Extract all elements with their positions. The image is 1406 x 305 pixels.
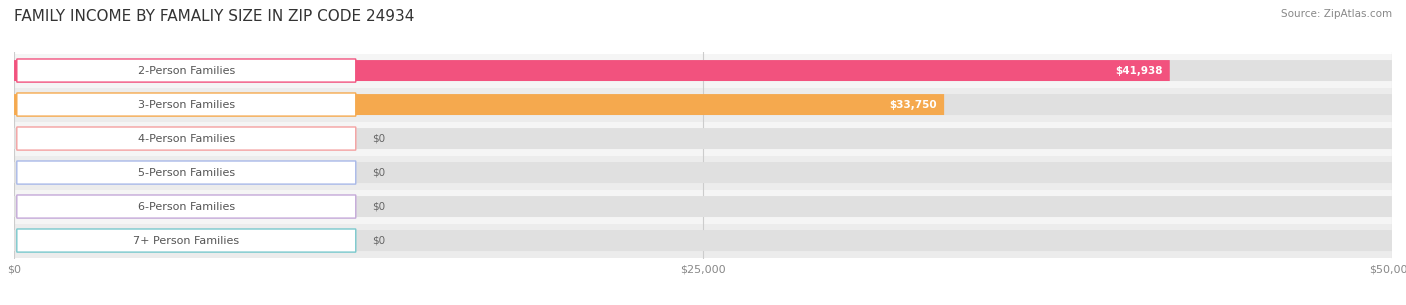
FancyBboxPatch shape bbox=[17, 229, 356, 252]
FancyBboxPatch shape bbox=[14, 162, 1392, 183]
FancyBboxPatch shape bbox=[14, 196, 1392, 217]
FancyBboxPatch shape bbox=[17, 93, 356, 116]
FancyBboxPatch shape bbox=[14, 60, 1170, 81]
Text: 2-Person Families: 2-Person Families bbox=[138, 66, 235, 76]
FancyBboxPatch shape bbox=[14, 230, 1392, 251]
FancyBboxPatch shape bbox=[14, 88, 1392, 122]
Text: $0: $0 bbox=[373, 235, 385, 246]
Text: $0: $0 bbox=[373, 202, 385, 212]
Text: $0: $0 bbox=[373, 134, 385, 144]
FancyBboxPatch shape bbox=[17, 127, 356, 150]
Text: $41,938: $41,938 bbox=[1115, 66, 1163, 76]
Text: FAMILY INCOME BY FAMALIY SIZE IN ZIP CODE 24934: FAMILY INCOME BY FAMALIY SIZE IN ZIP COD… bbox=[14, 9, 415, 24]
FancyBboxPatch shape bbox=[14, 128, 1392, 149]
Text: Source: ZipAtlas.com: Source: ZipAtlas.com bbox=[1281, 9, 1392, 19]
FancyBboxPatch shape bbox=[14, 189, 1392, 224]
FancyBboxPatch shape bbox=[14, 224, 1392, 257]
Text: 6-Person Families: 6-Person Families bbox=[138, 202, 235, 212]
FancyBboxPatch shape bbox=[14, 94, 1392, 115]
FancyBboxPatch shape bbox=[17, 59, 356, 82]
FancyBboxPatch shape bbox=[17, 161, 356, 184]
FancyBboxPatch shape bbox=[14, 94, 945, 115]
Text: $33,750: $33,750 bbox=[890, 99, 938, 109]
FancyBboxPatch shape bbox=[17, 195, 356, 218]
Text: $0: $0 bbox=[373, 167, 385, 178]
Text: 4-Person Families: 4-Person Families bbox=[138, 134, 235, 144]
FancyBboxPatch shape bbox=[14, 60, 1392, 81]
FancyBboxPatch shape bbox=[14, 54, 1392, 88]
Text: 7+ Person Families: 7+ Person Families bbox=[134, 235, 239, 246]
Text: 5-Person Families: 5-Person Families bbox=[138, 167, 235, 178]
FancyBboxPatch shape bbox=[14, 122, 1392, 156]
Text: 3-Person Families: 3-Person Families bbox=[138, 99, 235, 109]
FancyBboxPatch shape bbox=[14, 156, 1392, 189]
